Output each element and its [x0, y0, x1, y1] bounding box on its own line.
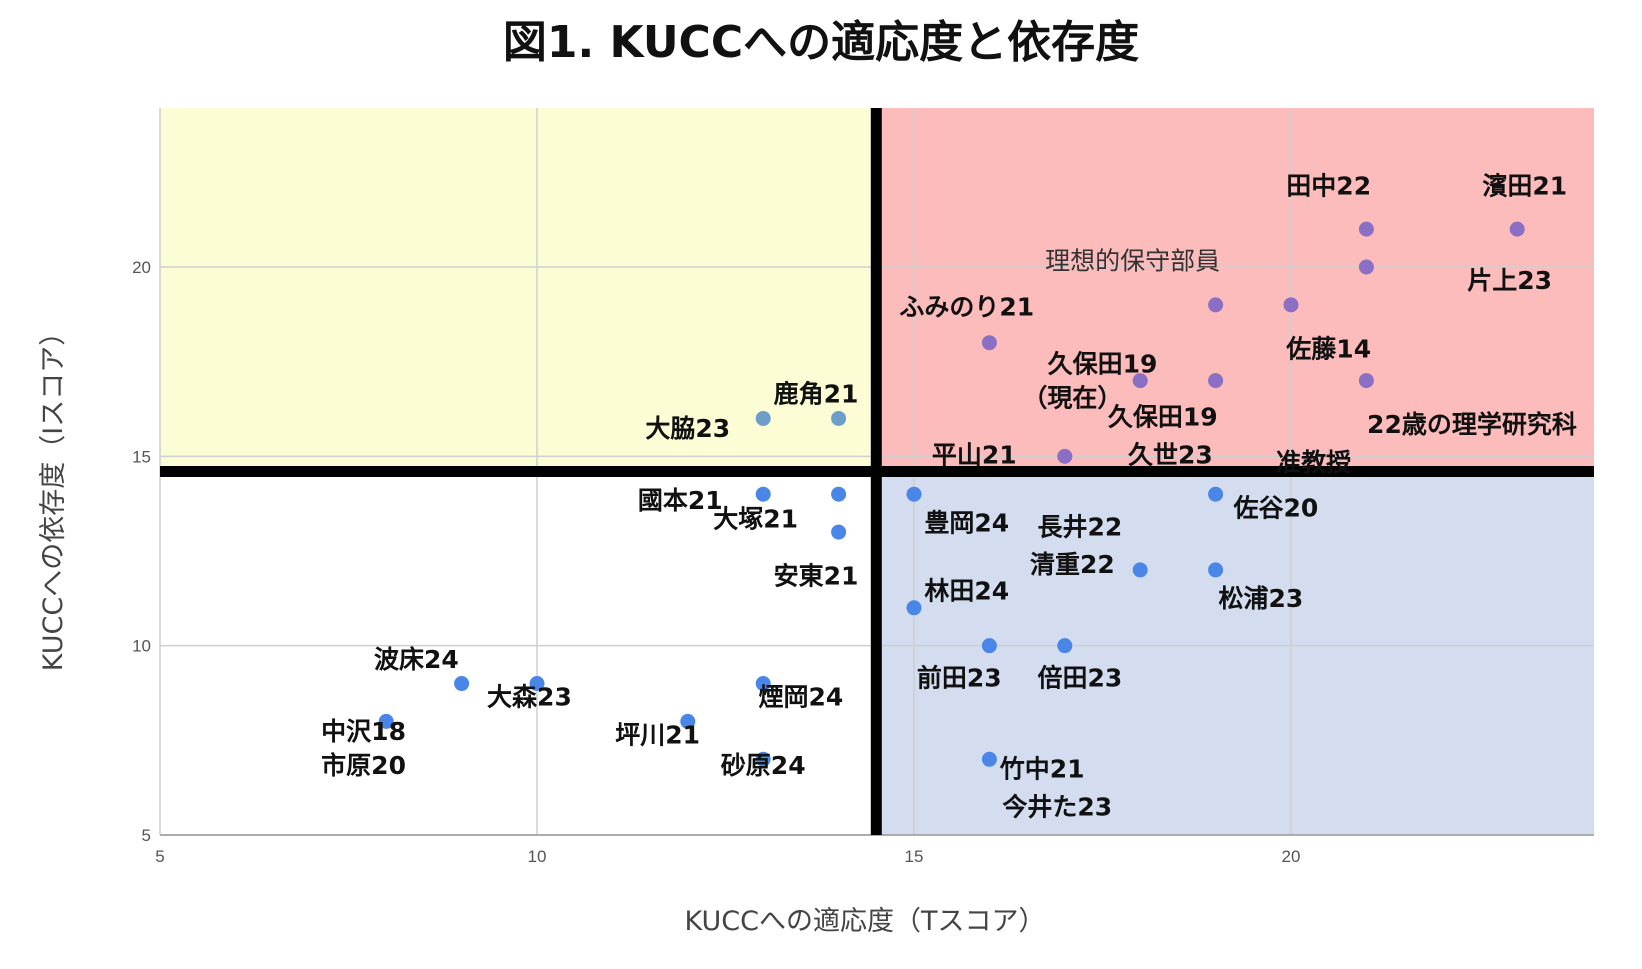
y-tick-label: 5: [142, 826, 151, 845]
data-label: 國本21: [638, 486, 723, 515]
quadrant-bottom-left: [160, 471, 877, 835]
data-label: 濱田21: [1482, 171, 1567, 200]
data-points: [378, 221, 1525, 767]
y-tick-label: 10: [132, 637, 151, 656]
data-label: 煙岡24: [759, 683, 844, 712]
data-point: [981, 751, 997, 767]
data-label: 平山21: [932, 440, 1017, 469]
data-point: [680, 713, 696, 729]
data-point: [831, 486, 847, 502]
data-point: [1208, 373, 1224, 389]
data-point: [906, 600, 922, 616]
data-point: [454, 676, 470, 692]
x-axis-title: KUCCへの適応度（Tスコア）: [685, 906, 1046, 937]
data-label: 大脇23: [645, 414, 730, 443]
data-label: 安東21: [774, 562, 859, 591]
data-point: [755, 751, 771, 767]
data-point: [755, 486, 771, 502]
data-label: 清重22: [1030, 550, 1115, 579]
data-label: 長井22: [1037, 512, 1122, 541]
data-point: [1208, 562, 1224, 578]
point-labels: 田中22 濱田21理想的保守部員片上23ふみのり21佐藤14久保田19（現在）鹿角…: [321, 171, 1577, 821]
data-label: 中沢18: [321, 717, 406, 746]
data-point: [755, 676, 771, 692]
quadrant-top-right: [876, 108, 1594, 472]
data-label: 久世23: [1128, 440, 1213, 469]
y-axis-title: KUCCへの依存度（Iスコア）: [38, 319, 69, 671]
data-label: 大塚21: [713, 505, 798, 534]
data-label: 佐谷20: [1233, 493, 1319, 522]
data-label: 坪川21: [615, 721, 700, 750]
data-point: [1358, 373, 1374, 389]
data-point: [755, 410, 771, 426]
data-label: 准教授: [1276, 448, 1352, 477]
chart-title: 図1. KUCCへの適応度と依存度: [503, 17, 1139, 68]
data-label: 倍田23: [1037, 664, 1122, 693]
y-tick-label: 15: [132, 447, 151, 466]
data-label: 鹿角21: [774, 380, 859, 409]
data-label: 今井た23: [1002, 792, 1112, 821]
data-point: [1132, 373, 1148, 389]
data-point: [981, 335, 997, 351]
data-point: [906, 486, 922, 502]
data-point: [1208, 297, 1224, 313]
data-label: （現在）: [1022, 384, 1122, 413]
data-point: [1358, 221, 1374, 237]
quadrant-dividers: [160, 108, 1594, 835]
data-label: 市原20: [321, 751, 406, 780]
data-point: [1057, 638, 1073, 654]
quadrant-backgrounds: [160, 108, 1594, 835]
data-label: 前田23: [917, 664, 1002, 693]
data-label: 片上23: [1467, 266, 1552, 295]
data-point: [831, 524, 847, 540]
axis-ticks: 5 10 15 20 5 10 15 20: [132, 258, 1300, 866]
y-tick-label: 20: [132, 258, 151, 277]
data-point: [1358, 259, 1374, 275]
data-label: 久保田19: [1048, 349, 1158, 378]
data-point: [831, 410, 847, 426]
x-tick-label: 5: [155, 847, 164, 866]
data-point: [981, 638, 997, 654]
data-point: [1509, 221, 1525, 237]
data-point: [529, 676, 545, 692]
data-point: [1208, 486, 1224, 502]
data-label: 田中22: [1286, 171, 1371, 200]
data-label: 大森23: [487, 683, 572, 712]
data-label: 松浦23: [1218, 584, 1303, 613]
data-label: 久保田19: [1108, 402, 1218, 431]
data-point: [1283, 297, 1299, 313]
data-point: [1057, 448, 1073, 464]
x-tick-label: 10: [528, 847, 547, 866]
data-label: 理想的保守部員: [1045, 247, 1220, 276]
data-label: ふみのり21: [899, 293, 1034, 322]
data-label: 佐藤14: [1285, 334, 1371, 363]
quadrant-top-left: [160, 108, 877, 472]
quadrant-bottom-right: [876, 471, 1594, 835]
data-point: [1132, 562, 1148, 578]
data-label: 竹中21: [999, 755, 1085, 784]
data-label: 林田24: [924, 577, 1009, 606]
data-label: 22歳の理学研究科: [1367, 410, 1577, 439]
data-label: 豊岡24: [924, 508, 1009, 537]
x-tick-label: 15: [905, 847, 924, 866]
data-label: 砂原24: [721, 751, 806, 780]
data-label: 波床24: [374, 645, 459, 674]
data-point: [378, 713, 394, 729]
x-tick-label: 20: [1282, 847, 1301, 866]
